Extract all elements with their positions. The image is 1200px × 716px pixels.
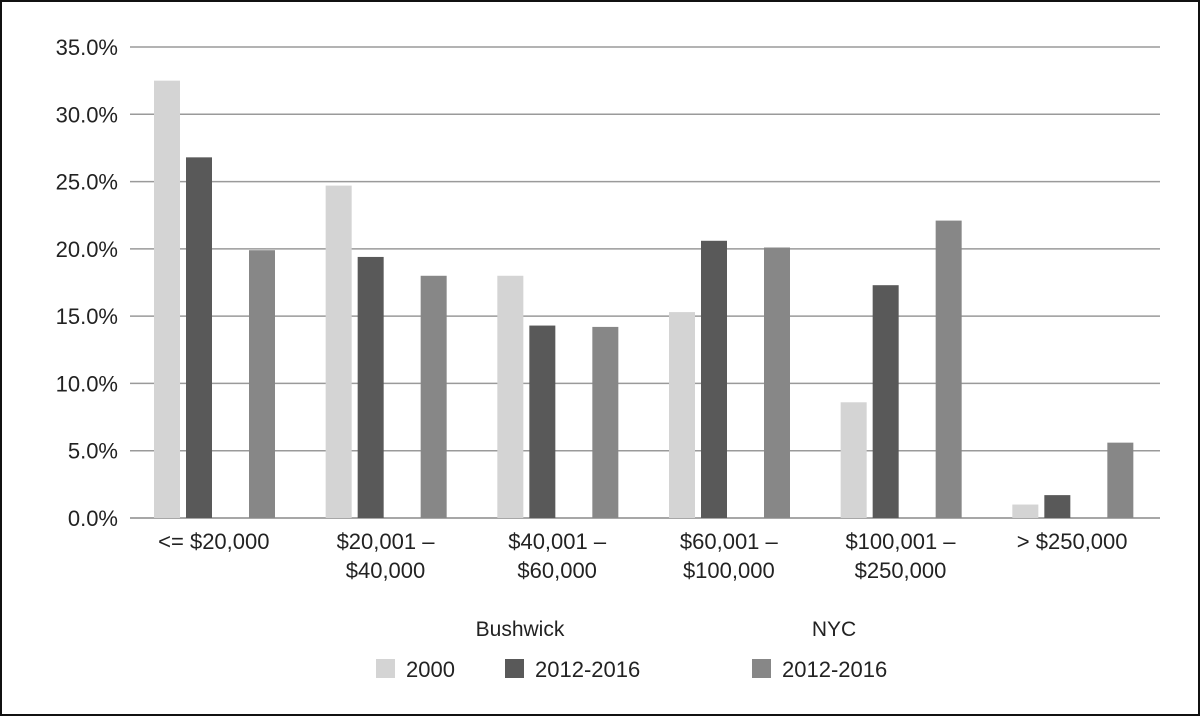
legend-swatch-bushwick-2000 [376, 659, 395, 678]
bar-bushwick-2000-0 [154, 81, 180, 518]
bar-bushwick-2012-2016-3 [701, 241, 727, 518]
bar-bushwick-2000-4 [841, 402, 867, 518]
x-category-label: $100,001 – [845, 529, 956, 554]
y-tick-label: 35.0% [56, 35, 118, 60]
bar-nyc-2012-2016-4 [936, 221, 962, 518]
bar-bushwick-2012-2016-2 [529, 326, 555, 518]
x-category-label: $60,000 [517, 558, 597, 583]
y-tick-label: 20.0% [56, 237, 118, 262]
legend-group-bushwick: Bushwick [476, 618, 565, 641]
bar-bushwick-2012-2016-4 [873, 285, 899, 518]
bar-nyc-2012-2016-5 [1107, 443, 1133, 518]
x-category-label: <= $20,000 [158, 529, 269, 554]
x-category-label: $250,000 [855, 558, 947, 583]
bar-nyc-2012-2016-2 [592, 327, 618, 518]
bar-nyc-2012-2016-3 [764, 248, 790, 518]
legend-label-bushwick-2000: 2000 [406, 657, 455, 682]
bars [154, 81, 1133, 518]
gridlines [130, 47, 1160, 518]
x-category-label: $20,001 – [337, 529, 436, 554]
x-category-label: $40,001 – [508, 529, 607, 554]
bar-bushwick-2000-2 [497, 276, 523, 518]
legend-label-nyc-2012-2016: 2012-2016 [782, 657, 887, 682]
x-category-label: $60,001 – [680, 529, 779, 554]
x-category-label: $40,000 [346, 558, 426, 583]
y-tick-label: 5.0% [68, 439, 118, 464]
bar-bushwick-2012-2016-0 [186, 157, 212, 518]
legend-group-nyc: NYC [812, 618, 856, 641]
y-tick-label: 25.0% [56, 170, 118, 195]
bar-bushwick-2000-1 [326, 186, 352, 518]
legend-label-bushwick-2012-2016: 2012-2016 [535, 657, 640, 682]
y-tick-label: 30.0% [56, 102, 118, 127]
x-category-label: $100,000 [683, 558, 775, 583]
legend-swatch-bushwick-2012-2016 [505, 659, 524, 678]
bar-bushwick-2012-2016-1 [358, 257, 384, 518]
x-axis: <= $20,000 $20,001 – $40,000 $40,001 – $60,0… [158, 529, 1127, 583]
bar-bushwick-2000-3 [669, 312, 695, 518]
x-category-label: > $250,000 [1017, 529, 1128, 554]
bar-nyc-2012-2016-1 [421, 276, 447, 518]
y-tick-label: 0.0% [68, 506, 118, 531]
bar-bushwick-2012-2016-5 [1044, 495, 1070, 518]
legend-swatch-nyc-2012-2016 [752, 659, 771, 678]
y-axis: 0.0% 5.0% 10.0% 15.0% 20.0% 25.0% 30.0% 35.0% [56, 35, 118, 531]
bar-nyc-2012-2016-0 [249, 250, 275, 518]
y-tick-label: 10.0% [56, 371, 118, 396]
y-tick-label: 15.0% [56, 304, 118, 329]
bar-bushwick-2000-5 [1012, 505, 1038, 518]
legend: Bushwick NYC 2000 2012-2016 2012-2016 [376, 618, 887, 682]
